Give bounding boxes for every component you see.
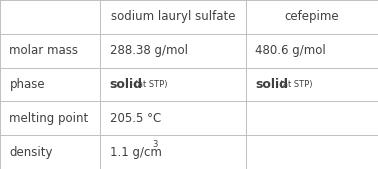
- Text: density: density: [9, 146, 53, 159]
- Text: (at STP): (at STP): [132, 80, 167, 89]
- Text: (at STP): (at STP): [277, 80, 313, 89]
- Text: solid: solid: [255, 78, 288, 91]
- Text: cefepime: cefepime: [285, 10, 339, 23]
- Text: 480.6 g/mol: 480.6 g/mol: [255, 44, 326, 57]
- Text: solid: solid: [110, 78, 143, 91]
- Text: 205.5 °C: 205.5 °C: [110, 112, 161, 125]
- Text: sodium lauryl sulfate: sodium lauryl sulfate: [111, 10, 235, 23]
- Text: 3: 3: [152, 140, 157, 149]
- Text: melting point: melting point: [9, 112, 89, 125]
- Text: phase: phase: [9, 78, 45, 91]
- Text: molar mass: molar mass: [9, 44, 79, 57]
- Text: 288.38 g/mol: 288.38 g/mol: [110, 44, 187, 57]
- Text: 1.1 g/cm: 1.1 g/cm: [110, 146, 161, 159]
